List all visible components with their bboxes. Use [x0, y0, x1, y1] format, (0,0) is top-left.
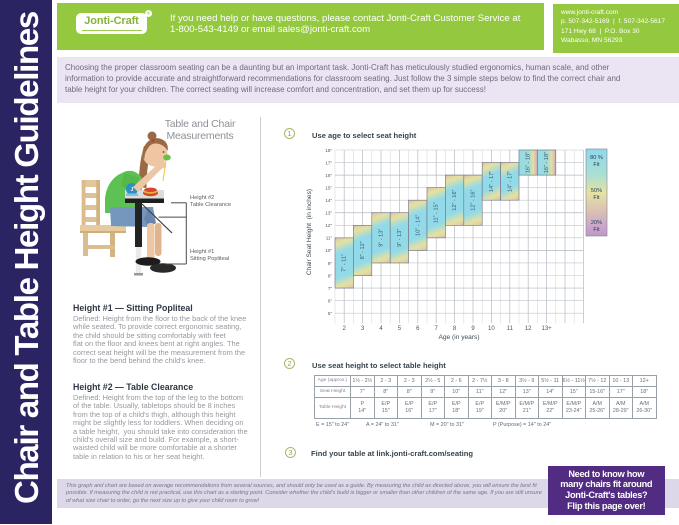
svg-text:Age (in years): Age (in years)	[438, 334, 479, 341]
svg-text:6: 6	[416, 326, 420, 332]
svg-text:Fit: Fit	[593, 195, 600, 201]
svg-text:17”: 17”	[325, 160, 332, 165]
svg-text:12” - 16”: 12” - 16”	[452, 189, 458, 210]
svg-text:11” - 15”: 11” - 15”	[434, 202, 440, 223]
svg-text:Fit: Fit	[593, 227, 600, 233]
svg-text:18”: 18”	[325, 148, 332, 153]
svg-text:50%: 50%	[591, 188, 602, 194]
svg-text:16” - 18”: 16” - 18”	[544, 152, 550, 173]
svg-text:13”: 13”	[325, 211, 332, 216]
svg-text:13+: 13+	[542, 326, 553, 332]
svg-text:6”: 6”	[328, 298, 333, 303]
svg-text:4: 4	[379, 326, 383, 332]
svg-text:9”: 9”	[328, 261, 333, 266]
svg-text:9” - 13”: 9” - 13”	[397, 229, 403, 247]
svg-text:14” - 17”: 14” - 17”	[489, 171, 495, 192]
svg-text:8” - 12”: 8” - 12”	[360, 241, 366, 259]
svg-text:14” - 17”: 14” - 17”	[507, 171, 513, 192]
svg-text:80 %: 80 %	[590, 155, 603, 161]
svg-text:2: 2	[343, 326, 347, 332]
svg-text:J: J	[131, 187, 134, 193]
svg-text:16” - 18”: 16” - 18”	[526, 152, 532, 173]
svg-text:12” - 16”: 12” - 16”	[470, 189, 476, 210]
svg-text:7” - 11”: 7” - 11”	[342, 254, 348, 272]
svg-text:Fit: Fit	[593, 162, 600, 168]
svg-text:10: 10	[488, 326, 495, 332]
svg-text:Chair Seat Height (in inches): Chair Seat Height (in inches)	[306, 189, 313, 275]
svg-text:20%: 20%	[591, 220, 602, 226]
svg-text:7”: 7”	[328, 286, 333, 291]
svg-text:16”: 16”	[325, 173, 332, 178]
svg-text:7: 7	[435, 326, 439, 332]
svg-text:9” - 13”: 9” - 13”	[378, 229, 384, 247]
svg-text:8”: 8”	[328, 273, 333, 278]
svg-text:9: 9	[471, 326, 475, 332]
svg-text:8: 8	[453, 326, 457, 332]
svg-text:10” - 14”: 10” - 14”	[415, 215, 421, 236]
svg-text:12”: 12”	[325, 223, 332, 228]
svg-text:10”: 10”	[325, 248, 332, 253]
svg-text:3: 3	[361, 326, 365, 332]
svg-text:11”: 11”	[326, 236, 333, 241]
svg-text:5: 5	[398, 326, 402, 332]
svg-text:14”: 14”	[325, 198, 332, 203]
svg-text:12: 12	[525, 326, 532, 332]
svg-text:15”: 15”	[325, 185, 332, 190]
svg-text:11: 11	[507, 326, 514, 332]
svg-text:5”: 5”	[328, 311, 333, 316]
